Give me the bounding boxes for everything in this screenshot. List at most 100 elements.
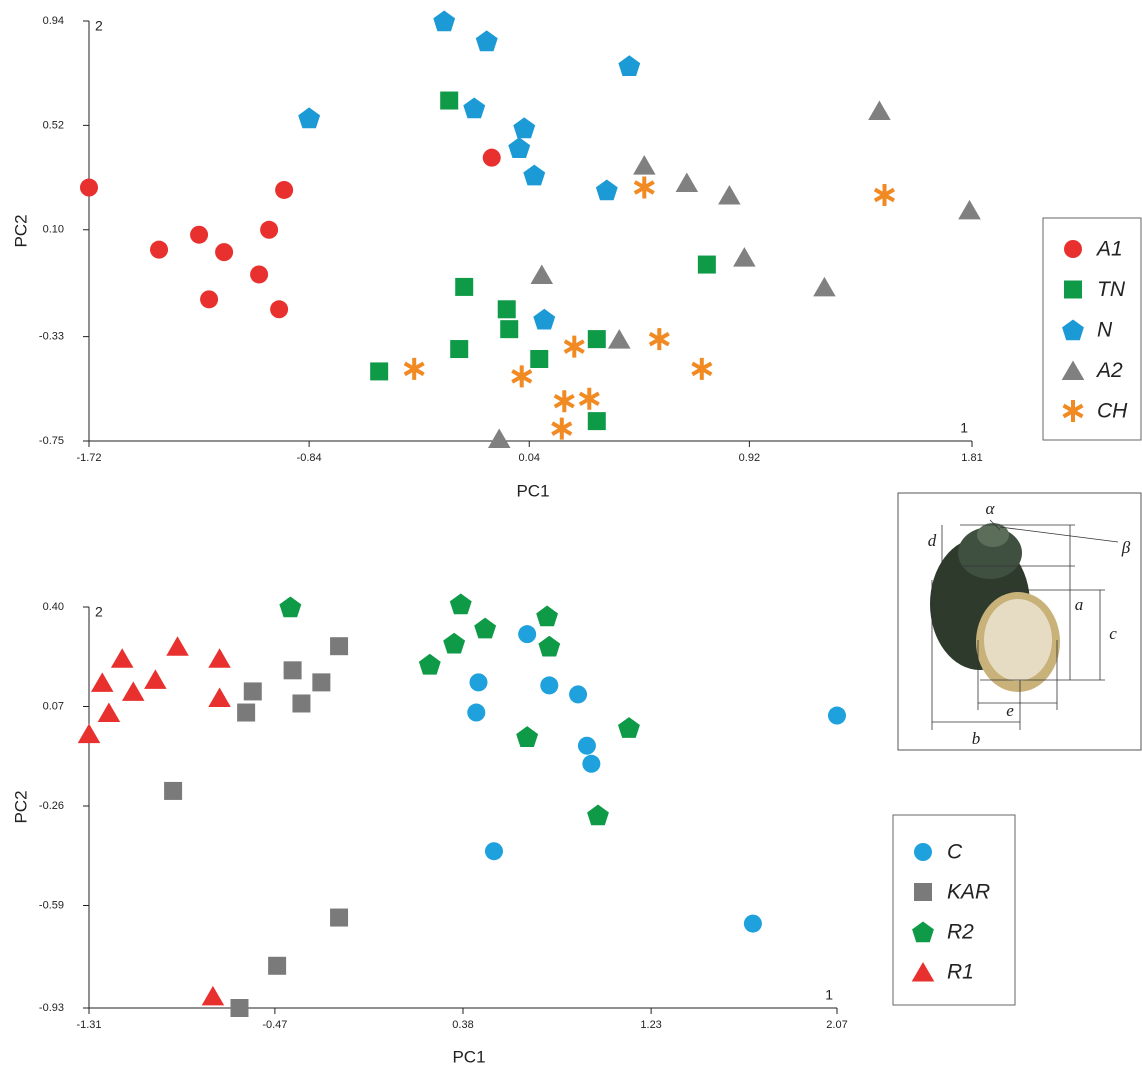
legend-label: N: [1097, 319, 1113, 342]
legend-label: R2: [947, 921, 974, 944]
point: [873, 184, 895, 206]
point: [330, 908, 349, 927]
point: [243, 682, 262, 701]
x-tick-label: 0.04: [519, 452, 540, 464]
point: [292, 694, 311, 713]
point: [164, 781, 183, 800]
point: [474, 617, 497, 639]
inset-label: b: [972, 729, 981, 748]
legend-marker: [911, 962, 935, 982]
point: [440, 91, 459, 110]
point: [633, 176, 655, 199]
legend-label: TN: [1097, 278, 1126, 301]
point: [530, 349, 549, 368]
snail-apex: [977, 523, 1009, 547]
point: [215, 243, 234, 262]
point: [578, 387, 600, 410]
point: [733, 247, 756, 267]
legend-box: [1042, 217, 1142, 441]
point: [418, 653, 441, 675]
point: [150, 240, 169, 259]
point: [500, 320, 519, 339]
point: [577, 736, 596, 755]
legend-label: A2: [1095, 359, 1123, 382]
point: [536, 605, 558, 627]
x-tick-label: -0.47: [262, 1019, 287, 1031]
inset-label: c: [1109, 624, 1117, 643]
legend-marker: [1062, 400, 1084, 422]
y-tick-label: -0.33: [39, 331, 64, 343]
point: [449, 593, 472, 615]
y-tick-label: -0.26: [39, 800, 64, 812]
point: [569, 685, 588, 704]
point: [497, 300, 516, 319]
point: [283, 661, 302, 680]
point: [691, 357, 713, 380]
point: [533, 308, 556, 330]
point: [828, 706, 846, 725]
point: [312, 673, 331, 692]
snail-aperture-inner: [984, 599, 1052, 681]
point: [201, 985, 225, 1006]
point: [618, 55, 641, 76]
x-tick-label: 1.81: [961, 452, 982, 464]
x-corner-label: 1: [825, 987, 833, 1003]
point: [208, 648, 231, 668]
legend-box: [892, 814, 1016, 1006]
y-tick-label: 0.40: [43, 601, 64, 613]
legend-marker: [1064, 240, 1082, 258]
point: [97, 702, 121, 722]
x-tick-label: -1.72: [76, 452, 101, 464]
point: [553, 390, 575, 413]
point: [958, 199, 981, 220]
point: [250, 265, 269, 284]
point: [237, 703, 256, 722]
point: [298, 107, 321, 129]
point: [587, 330, 606, 349]
inset-label: d: [928, 531, 937, 550]
point: [268, 956, 287, 975]
x-tick-label: 0.38: [452, 1019, 473, 1031]
point: [563, 335, 585, 358]
point: [91, 672, 114, 692]
point: [110, 648, 134, 668]
legend-label: KAR: [947, 881, 990, 904]
snail-inset: α β a c d e b: [897, 492, 1142, 751]
point: [279, 596, 302, 618]
x-tick-label: -1.31: [76, 1019, 101, 1031]
point: [540, 676, 559, 695]
legend-label: C: [947, 841, 963, 864]
point: [122, 681, 145, 701]
legend-marker: [914, 883, 932, 901]
legend-label: R1: [947, 961, 974, 984]
x-tick-label: 1.23: [640, 1019, 661, 1031]
point: [270, 300, 289, 319]
point: [513, 117, 536, 139]
point: [518, 625, 537, 644]
point: [538, 635, 561, 657]
point: [443, 632, 466, 654]
legend-marker: [912, 921, 934, 943]
point: [475, 30, 498, 52]
legend-label: CH: [1097, 400, 1128, 423]
point: [511, 365, 533, 388]
point: [813, 276, 836, 297]
x-axis-title: PC1: [516, 481, 549, 500]
point: [595, 179, 618, 201]
point: [200, 290, 219, 309]
legend-label: A1: [1095, 238, 1123, 261]
x-tick-label: -0.84: [297, 452, 322, 464]
x-tick-label: 0.92: [739, 452, 760, 464]
y-tick-label: 0.94: [43, 15, 64, 27]
x-corner-label: 1: [960, 420, 968, 436]
point: [403, 357, 425, 380]
point: [675, 172, 699, 192]
point: [587, 412, 606, 431]
point: [230, 999, 249, 1017]
point: [455, 277, 474, 296]
y-corner-label: 2: [95, 18, 103, 34]
point: [648, 328, 670, 351]
point: [743, 914, 762, 933]
y-axis-title: PC2: [11, 214, 30, 247]
